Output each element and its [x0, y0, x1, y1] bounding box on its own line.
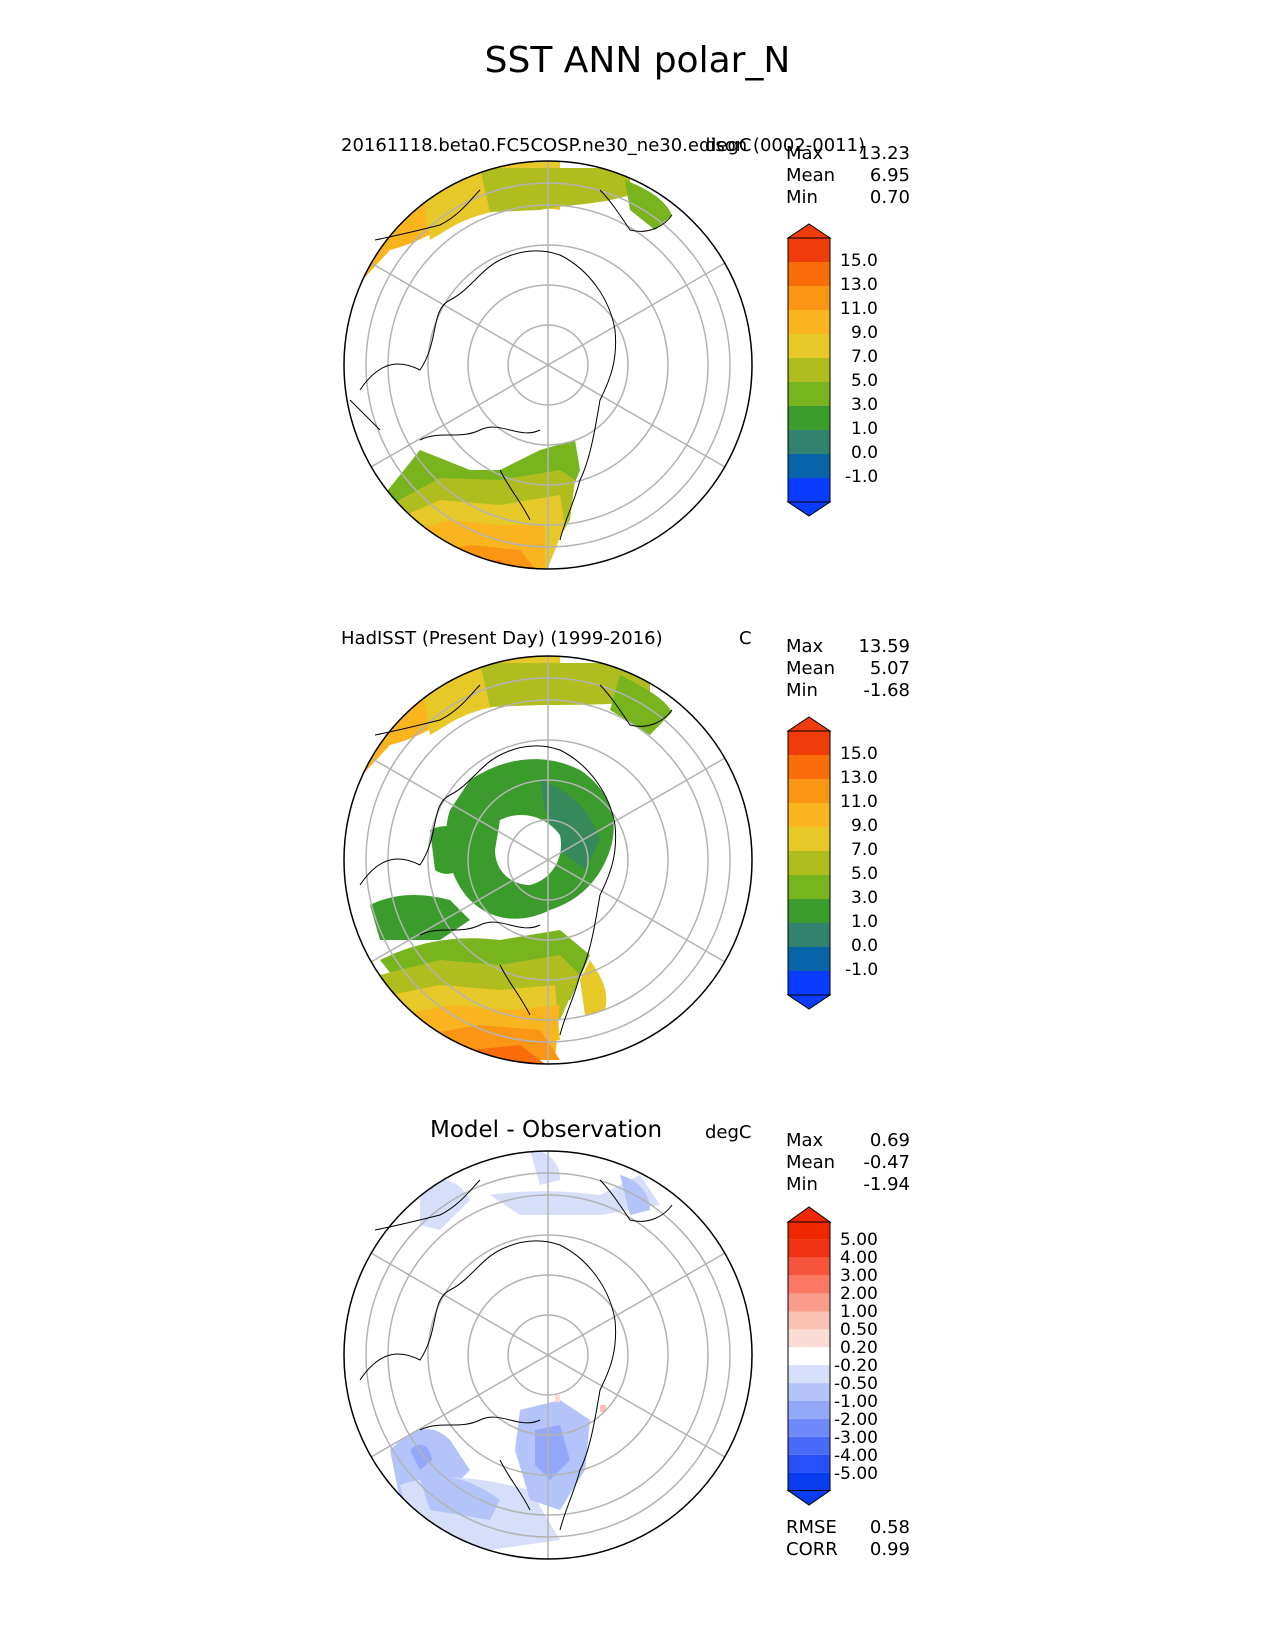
colorbar2-tick: 13.0 — [840, 768, 878, 788]
colorbar3-tick: -2.00 — [834, 1410, 878, 1430]
colorbar2-tick: 0.0 — [851, 936, 879, 956]
panel2-max-label: Max — [786, 636, 824, 657]
colorbar1-tick: 1.0 — [851, 419, 879, 439]
colorbar1-tick: 7.0 — [851, 347, 879, 367]
panel3-rmse-value: 0.58 — [869, 1517, 910, 1538]
colorbar1-tick: 15.0 — [840, 251, 878, 271]
panel2-units: C — [739, 628, 752, 649]
panel3-mean-label: Mean — [786, 1152, 836, 1173]
figure-title: SST ANN polar_N — [484, 40, 791, 81]
panel3-mean-value: -0.47 — [863, 1152, 910, 1173]
colorbar3-tick: -3.00 — [834, 1428, 878, 1448]
panel3-max-value: 0.69 — [869, 1130, 910, 1151]
colorbar3-tick: 2.00 — [840, 1284, 878, 1304]
colorbar2-tick: 15.0 — [840, 744, 878, 764]
panel2-min-value: -1.68 — [863, 680, 910, 701]
colorbar1-tick: 5.0 — [851, 371, 879, 391]
colorbar3-tick: -1.00 — [834, 1392, 878, 1412]
colorbar2-tick: 1.0 — [851, 912, 879, 932]
panel3-corr-value: 0.99 — [869, 1539, 910, 1560]
panel2-min-label: Min — [786, 680, 818, 701]
colorbar2-tick: 7.0 — [851, 840, 879, 860]
panel1-title: 20161118.beta0.FC5COSP.ne30_ne30.edison … — [341, 135, 866, 156]
colorbar1-tick: 3.0 — [851, 395, 879, 415]
colorbar2-tick: 11.0 — [840, 792, 878, 812]
panel1-min-value: 0.70 — [869, 187, 910, 208]
colorbar3-tick: 4.00 — [840, 1248, 878, 1268]
colorbar2-tick: 9.0 — [851, 816, 879, 836]
colorbar3-tick: 0.50 — [840, 1320, 878, 1340]
panel1-max-value: 13.23 — [858, 143, 910, 164]
colorbar3-tick: 1.00 — [840, 1302, 878, 1322]
panel3-min-value: -1.94 — [863, 1174, 910, 1195]
panel3-title: Model - Observation — [430, 1117, 663, 1143]
panel1-min-label: Min — [786, 187, 818, 208]
colorbar1-tick: 11.0 — [840, 299, 878, 319]
panel3-max-label: Max — [786, 1130, 824, 1151]
colorbar3-tick: -4.00 — [834, 1446, 878, 1466]
colorbar3-tick: 0.20 — [840, 1338, 878, 1358]
colorbar3-tick: -0.20 — [834, 1356, 878, 1376]
colorbar3-tick: -0.50 — [834, 1374, 878, 1394]
panel2-mean-value: 5.07 — [869, 658, 910, 679]
panel1-units: degC — [705, 135, 752, 156]
colorbar3-tick: 3.00 — [840, 1266, 878, 1286]
panel3-rmse-label: RMSE — [786, 1517, 837, 1538]
panel3-min-label: Min — [786, 1174, 818, 1195]
panel2-title: HadISST (Present Day) (1999-2016) — [341, 628, 663, 649]
panel3-corr-label: CORR — [786, 1539, 838, 1560]
panel1-mean-value: 6.95 — [869, 165, 910, 186]
panel2-max-value: 13.59 — [858, 636, 910, 657]
colorbar2-tick: -1.0 — [845, 960, 879, 980]
colorbar2-tick: 5.0 — [851, 864, 879, 884]
panel1-mean-label: Mean — [786, 165, 836, 186]
colorbar1-tick: 13.0 — [840, 275, 878, 295]
colorbar1-tick: 9.0 — [851, 323, 879, 343]
colorbar1-tick: 0.0 — [851, 443, 879, 463]
colorbar3-extend-max — [786, 1206, 832, 1223]
panel2-mean-label: Mean — [786, 658, 836, 679]
colorbar3-tick: 5.00 — [840, 1230, 878, 1250]
panel1-max-label: Max — [786, 143, 824, 164]
colorbar1-tick: -1.0 — [845, 467, 879, 487]
colorbar2-tick: 3.0 — [851, 888, 879, 908]
panel3-units: degC — [705, 1122, 752, 1143]
colorbar3-extend-min — [786, 1490, 832, 1506]
colorbar3-tick: -5.00 — [834, 1464, 878, 1484]
